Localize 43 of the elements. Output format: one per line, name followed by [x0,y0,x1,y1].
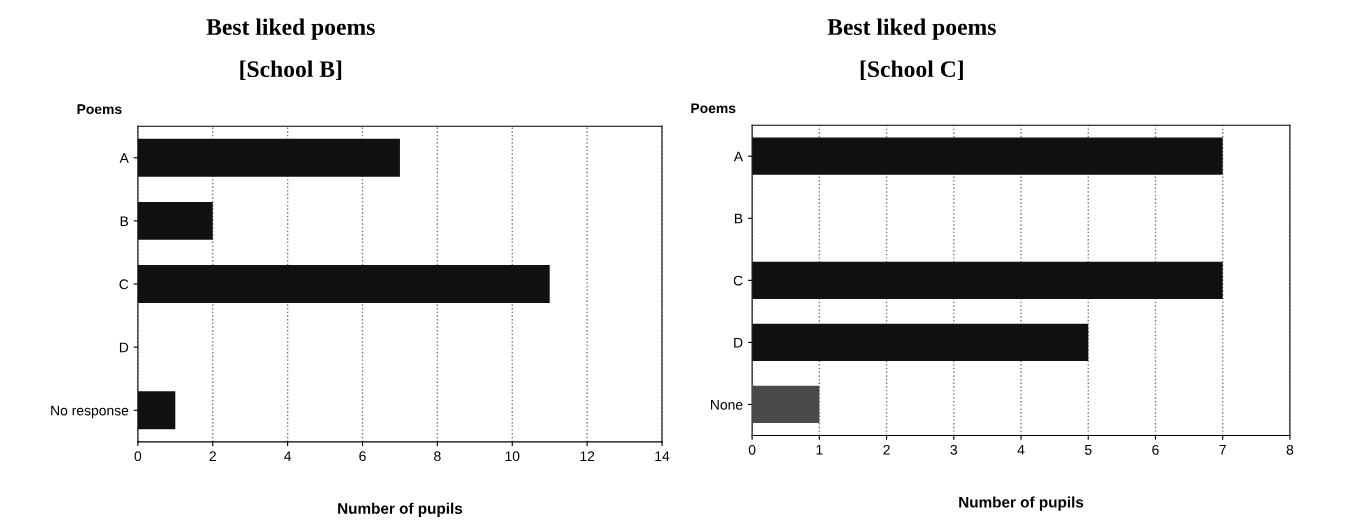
x-tick-label: 14 [655,451,670,461]
x-tick-label: 2 [209,451,216,461]
bar [137,138,400,177]
x-tick-label: 4 [284,451,292,461]
x-tick-label: 3 [950,444,958,455]
chart-title: Best liked poems [206,18,375,40]
y-tick-label: D [119,342,129,353]
chart-title: Best liked poems [827,18,996,40]
y-tick-label: D [734,337,743,348]
chart-subtitle: [School C] [860,60,963,81]
x-tick-label: 8 [1286,444,1294,455]
x-axis-title: Number of pupils [959,496,1084,511]
y-tick-label: A [119,153,129,163]
x-tick-label: 5 [1084,445,1092,455]
y-axis-title: Poems [691,103,736,114]
y-tick-label: B [120,216,129,226]
x-tick-label: 8 [434,451,441,462]
x-tick-label: 6 [359,451,366,462]
x-tick-label: 0 [748,444,756,455]
x-tick-label: 10 [505,451,520,462]
x-tick-label: 0 [134,451,142,462]
x-tick-label: 4 [1017,445,1025,455]
chart-subtitle: [School B] [240,60,342,81]
bar [752,385,820,424]
x-tick-label: 7 [1219,445,1226,455]
bar [752,323,1089,362]
y-tick-label: A [733,151,744,162]
bar [137,391,176,430]
bar [137,265,550,303]
y-axis-title: Poems [77,104,122,115]
bar [752,261,1223,299]
bar [752,137,1223,175]
x-tick-label: 2 [883,444,890,455]
y-tick-label: None [711,399,743,410]
x-tick-label: 12 [580,451,595,461]
x-tick-label: 6 [1152,444,1159,455]
x-tick-label: 1 [816,445,823,455]
y-tick-label: C [119,279,129,290]
y-tick-label: C [733,275,743,286]
bar [137,201,213,240]
y-tick-label: No response [51,405,129,419]
y-tick-label: B [734,213,743,224]
x-axis-title: Number of pupils [338,502,463,517]
